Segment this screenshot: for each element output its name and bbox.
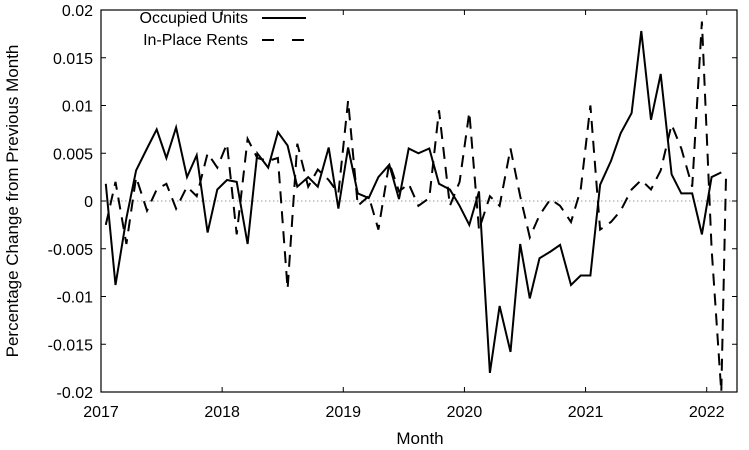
y-tick-label: -0.01 <box>57 290 94 307</box>
x-tick-label: 2020 <box>447 404 483 421</box>
x-tick-label: 2019 <box>325 404 361 421</box>
y-tick-label: 0.01 <box>62 99 93 116</box>
legend-label: In-Place Rents <box>143 32 248 49</box>
y-tick-label: -0.02 <box>57 385 94 402</box>
x-axis-title: Month <box>396 429 443 448</box>
y-axis-title: Percentage Change from Previous Month <box>3 45 22 358</box>
y-tick-label: 0 <box>84 194 93 211</box>
y-tick-label: -0.015 <box>48 337 93 354</box>
x-tick-label: 2021 <box>568 404 604 421</box>
y-tick-label: 0.02 <box>62 3 93 20</box>
x-tick-label: 2022 <box>689 404 725 421</box>
legend-label: Occupied Units <box>140 10 249 27</box>
series-line-in-place-rents <box>104 21 728 393</box>
y-tick-label: 0.015 <box>53 51 93 68</box>
y-tick-label: -0.005 <box>48 242 93 259</box>
series-line-occupied-units <box>104 30 722 374</box>
x-tick-label: 2018 <box>204 404 240 421</box>
y-tick-label: 0.005 <box>53 146 93 163</box>
x-tick-label: 2017 <box>83 404 119 421</box>
